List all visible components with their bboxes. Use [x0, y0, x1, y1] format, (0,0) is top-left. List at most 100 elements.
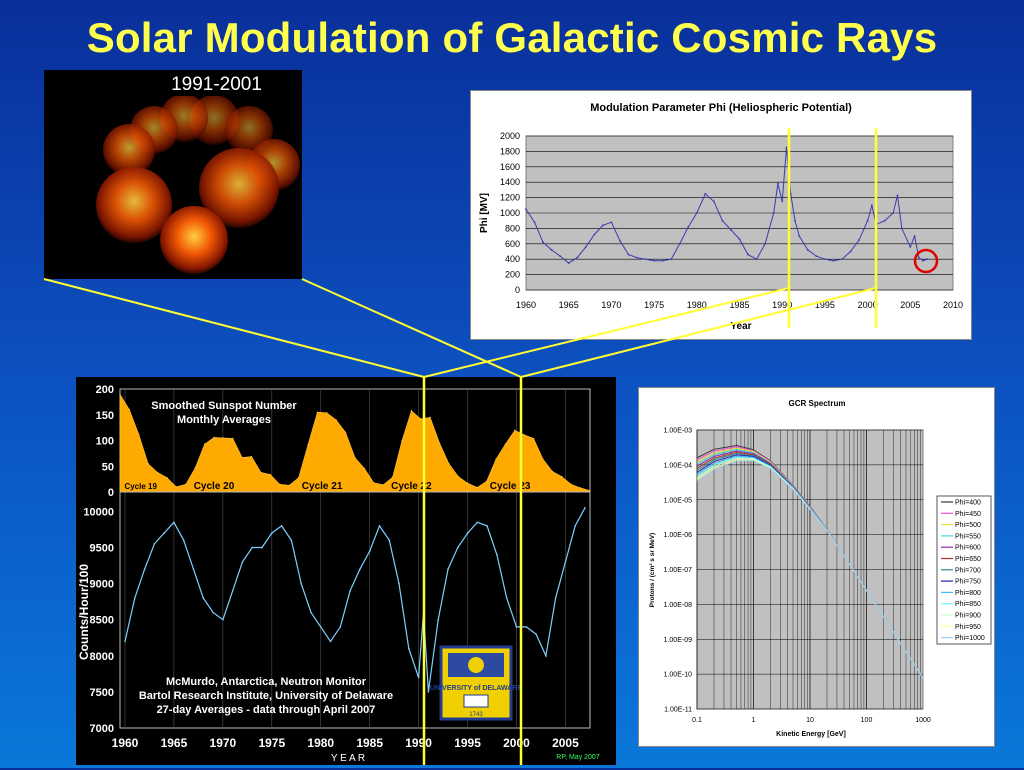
phi-point [764, 242, 767, 245]
sunspot-point [354, 456, 356, 459]
phi-y-tick: 0 [515, 285, 520, 295]
phi-x-tick: 1970 [601, 300, 621, 310]
nm-point [388, 539, 391, 542]
phi-point [619, 239, 621, 242]
nm-point [486, 525, 488, 527]
phi-x-tick: 2005 [900, 300, 920, 310]
phi-point [593, 233, 596, 236]
gcr-legend-label: Phi=450 [955, 511, 981, 518]
phi-x-tick: 1985 [729, 300, 749, 310]
nm-point [241, 561, 244, 563]
phi-point [913, 235, 916, 238]
nm-point [476, 521, 479, 524]
gcr-y-tick: 1.00E-05 [664, 497, 693, 504]
sunspot-y-tick: 0 [108, 487, 114, 499]
sunspot-point [486, 480, 488, 482]
gcr-spectrum-chart: GCR Spectrum 1.00E-111.00E-101.00E-091.0… [649, 399, 992, 738]
gcr-spectrum-panel: GCR Spectrum 1.00E-11 1.00E-10 1.00E-09 1.0… [638, 387, 995, 747]
phi-point [661, 259, 664, 262]
sunspot-point [476, 486, 478, 488]
sunspot-point [232, 437, 234, 440]
cycle-label: Cycle 20 [194, 481, 235, 492]
nm-point [359, 568, 361, 570]
phi-point [747, 253, 749, 256]
sunspot-point [269, 473, 271, 476]
nm-point [133, 597, 136, 599]
phi-chart: Modulation Parameter Phi (Heliospheric P… [479, 102, 963, 332]
nm-point [427, 691, 430, 693]
cycle-label: Cycle 19 [124, 482, 157, 491]
phi-y-tick: 600 [505, 239, 520, 249]
phi-point [870, 204, 873, 207]
sunspot-title-line1: Smoothed Sunspot Number [151, 400, 297, 412]
connector-line-phi-left [423, 287, 790, 378]
sunspot-point [429, 416, 431, 418]
nm-point [192, 568, 195, 570]
nm-x-tick: 1985 [356, 736, 383, 750]
nm-point [545, 655, 547, 657]
nm-y-tick: 9000 [90, 579, 114, 591]
sunspot-point [439, 442, 441, 444]
phi-point [883, 219, 886, 222]
phi-y-tick: 2000 [500, 131, 520, 141]
sunspot-y-tick: 150 [96, 410, 114, 422]
sunspot-y-tick: 200 [96, 384, 114, 396]
sunspot-point [288, 484, 290, 486]
phi-y-tick: 200 [505, 270, 520, 280]
nm-credit: RP, May 2007 [556, 754, 600, 761]
gcr-legend-label: Phi=950 [955, 624, 981, 631]
cycle-label: Cycle 22 [391, 481, 432, 492]
phi-gridlines [526, 135, 953, 291]
phi-point [866, 219, 869, 222]
phi-point [824, 258, 826, 261]
nm-point [310, 611, 312, 614]
gcr-y-tick: 1.00E-04 [664, 462, 693, 469]
gcr-x-tick: 1 [752, 717, 756, 724]
nm-title-line3: 27-day Averages - data through April 200… [157, 704, 376, 716]
nm-point [437, 618, 439, 621]
phi-x-tick: 1975 [644, 300, 664, 310]
sun-montage-image: 1991-2001 [44, 70, 302, 279]
university-logo: UNIVERSITY of DELAWARE 1743 [430, 645, 522, 721]
sunspot-point [420, 418, 422, 420]
sunspot-point [260, 471, 262, 474]
sunspot-point [175, 486, 177, 488]
phi-y-tick: 1200 [500, 193, 520, 203]
nm-point [163, 532, 165, 534]
nm-y-tick: 7000 [90, 723, 114, 735]
nm-point [300, 582, 302, 585]
phi-point [772, 212, 775, 214]
connector-line-sun-right [301, 278, 522, 378]
nm-point [173, 521, 175, 524]
phi-point [926, 258, 929, 261]
gcr-legend-label: Phi=550 [955, 533, 981, 540]
gcr-y-tick: 1.00E-08 [664, 602, 693, 609]
phi-x-tick-labels: 1960 1965 1970 1975 1980 1985 1990 1995 2000 2005… [516, 300, 963, 310]
gcr-legend-label: Phi=1000 [955, 635, 985, 642]
phi-point [806, 249, 809, 251]
gcr-legend-label: Phi=750 [955, 579, 981, 586]
nm-y-tick: 9500 [90, 543, 114, 555]
nm-point [417, 676, 420, 679]
phi-chart-title: Modulation Parameter Phi (Heliospheric P… [590, 102, 852, 114]
nm-point [378, 525, 381, 527]
phi-point [559, 255, 562, 258]
gcr-legend-label: Phi=400 [955, 500, 981, 507]
nm-x-tick: 1970 [210, 736, 237, 750]
gcr-series-line [696, 460, 924, 679]
sunspot-point [204, 443, 206, 445]
sunspot-point [335, 419, 337, 421]
nm-point [535, 633, 537, 635]
phi-y-tick: 800 [505, 223, 520, 233]
sunspot-point [533, 437, 535, 440]
gcr-y-tick: 1.00E-10 [664, 672, 693, 679]
nm-y-tick-labels: 7000 7500 8000 8500 9000 9500 10000 [83, 506, 114, 735]
sunspot-area [119, 393, 591, 493]
nm-point [143, 568, 146, 570]
phi-point [627, 253, 630, 256]
phi-point [815, 255, 818, 258]
gcr-series-lines [696, 445, 924, 679]
phi-y-tick-labels: 0 200 400 600 800 1000 1200 1400 1600 1800 2000 [500, 131, 520, 295]
nm-x-tick: 1975 [258, 736, 285, 750]
